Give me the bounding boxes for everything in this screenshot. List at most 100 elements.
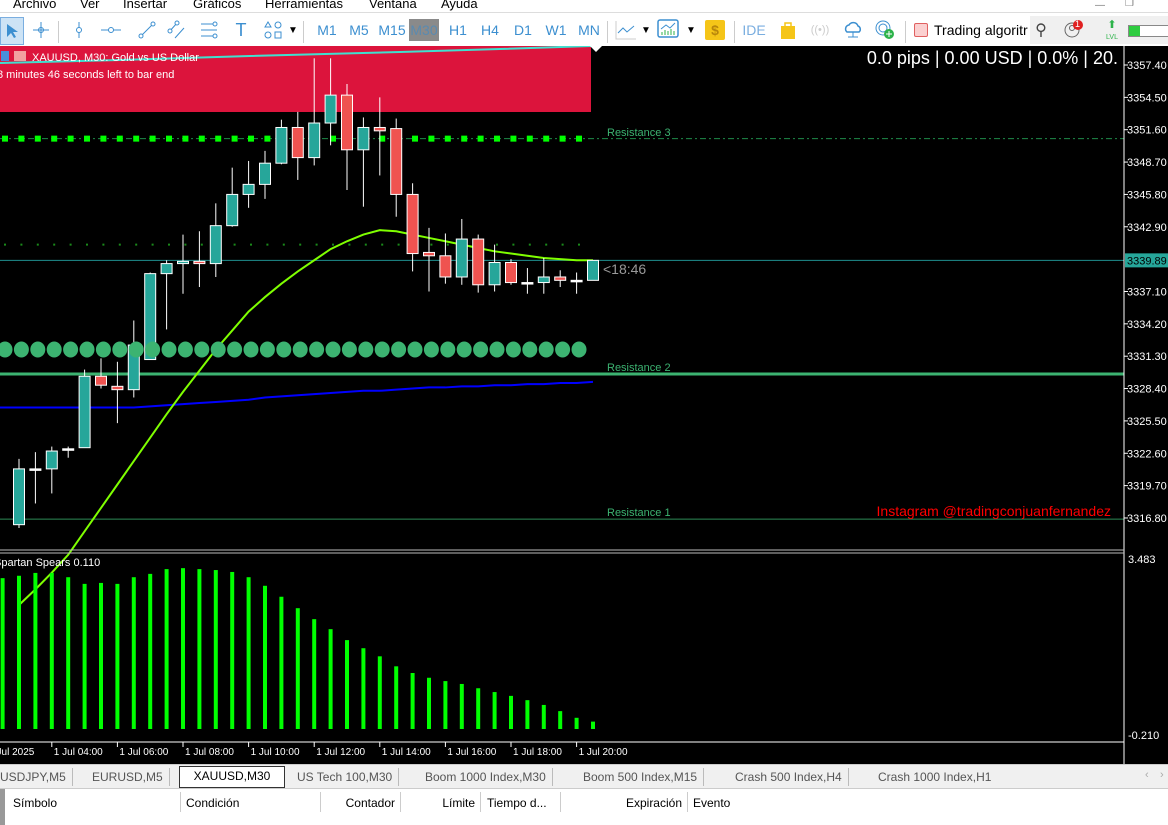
candle (357, 117, 370, 207)
line-chart-icon[interactable] (614, 17, 638, 43)
watermark-instagram: Instagram @tradingconjuanfernandez (877, 503, 1111, 519)
timeframe-m15[interactable]: M15 (378, 22, 406, 38)
histogram-bar (574, 717, 579, 729)
candle (78, 369, 91, 449)
fibonacci-icon[interactable] (198, 17, 220, 43)
candle-body (259, 162, 271, 185)
histogram-bar (213, 570, 218, 729)
search-input[interactable]: Trading algoritr (934, 22, 1028, 38)
support-circle-marker (177, 341, 193, 358)
supply-zone (0, 46, 591, 112)
stop-icon[interactable] (912, 17, 930, 43)
dollar-icon[interactable]: $ (705, 20, 725, 40)
indicators-icon[interactable] (656, 17, 680, 43)
shapes-dropdown-icon[interactable]: ▼ (288, 24, 298, 36)
timeframe-mn[interactable]: MN (578, 22, 600, 38)
timeframe-d1[interactable]: D1 (514, 22, 532, 38)
signals-icon[interactable]: ((•)) (810, 24, 830, 36)
tabs-scroll-left-icon[interactable]: ‹ (1145, 769, 1149, 781)
dotted-level-marker (381, 243, 384, 246)
column-header-event[interactable]: Evento (693, 796, 731, 810)
timeframe-w1[interactable]: W1 (545, 22, 567, 38)
restore-icon[interactable]: ❐ (1125, 0, 1134, 9)
timeframe-m5[interactable]: M5 (349, 22, 369, 38)
indicators-dropdown-icon[interactable]: ▼ (686, 24, 696, 36)
market-bag-icon[interactable] (777, 17, 799, 43)
menu-ver[interactable]: Ver (80, 0, 100, 11)
ide-button[interactable]: IDE (742, 22, 766, 38)
level-up-icon[interactable]: ⬆ (1107, 19, 1117, 31)
menu-ventana[interactable]: Ventana (369, 0, 417, 11)
crosshair-icon[interactable] (30, 17, 52, 43)
support-circle-marker (309, 341, 325, 358)
support-circle-marker (194, 341, 210, 358)
candle-body (324, 94, 337, 124)
histogram-bar (295, 608, 300, 729)
time-label: 1 Jul 08:00 (185, 747, 234, 758)
candle (406, 183, 419, 272)
tab-crash-1000-h1[interactable]: Crash 1000 Index,H1 (878, 770, 992, 784)
menu-herramientas[interactable]: Herramientas (265, 0, 344, 11)
tab-boom-1000-m30[interactable]: Boom 1000 Index,M30 (419, 768, 553, 786)
cloud-icon[interactable] (841, 17, 865, 43)
column-header-condition[interactable]: Condición (186, 796, 240, 810)
column-header-counter[interactable]: Contador (345, 796, 395, 810)
histogram-bar (328, 629, 333, 729)
histogram-bar (394, 666, 399, 729)
histogram-bar (115, 583, 120, 729)
chart-type-dropdown-icon[interactable]: ▼ (641, 24, 651, 36)
menu-archivo[interactable]: Archivo (13, 0, 57, 11)
tabs-scroll-right-icon[interactable]: › (1160, 769, 1164, 781)
histogram-bar (82, 583, 87, 729)
search-icon[interactable]: ⚲ (1035, 22, 1047, 39)
tab-us-tech-100-m30[interactable]: US Tech 100,M30 (291, 768, 400, 786)
menu-ayuda[interactable]: Ayuda (441, 0, 478, 11)
column-header-limit[interactable]: Límite (442, 796, 475, 810)
tab-eurusd-m5[interactable]: EURUSD,M5 (86, 768, 170, 786)
minimize-icon[interactable]: — (1095, 0, 1105, 11)
trendline-icon[interactable] (136, 17, 158, 43)
tab-boom-500-m15[interactable]: Boom 500 Index,M15 (577, 768, 705, 786)
dotted-level-marker (397, 243, 400, 246)
candle-body (587, 259, 599, 281)
cursor-icon[interactable] (0, 17, 24, 45)
timeframe-h4[interactable]: H4 (481, 22, 499, 38)
channel-icon[interactable] (166, 17, 188, 43)
dotted-level-marker (4, 243, 6, 246)
tab-xauusd-m30[interactable]: XAUUSD,M30 (179, 766, 285, 788)
shapes-icon[interactable] (262, 17, 284, 43)
tab-usdjpy-m5[interactable]: USDJPY,M5 (0, 768, 73, 786)
column-header-expiration[interactable]: Expiración (625, 796, 682, 810)
chart-window[interactable]: 3357.40 3354.50 3351.60 3348.70 3345.80 3342.… (0, 45, 1168, 764)
time-label: 1 Jul 20:00 (579, 747, 628, 758)
resistance-3-marker (461, 135, 468, 142)
price-label: 3322.60 (1127, 448, 1167, 460)
column-header-symbol[interactable]: Símbolo (13, 796, 58, 810)
price-chart[interactable]: 3357.40 3354.50 3351.60 3348.70 3345.80 3342.… (0, 45, 1168, 764)
support-circle-marker (522, 341, 538, 358)
user-icon[interactable] (1063, 17, 1085, 43)
candle (505, 259, 517, 285)
dotted-level-marker (69, 243, 72, 246)
dotted-level-marker (332, 243, 334, 246)
vertical-line-icon[interactable] (68, 17, 90, 43)
menu-graficos[interactable]: Gráficos (193, 0, 242, 11)
horizontal-line-icon[interactable] (100, 17, 122, 43)
timeframe-h1[interactable]: H1 (449, 22, 467, 38)
dotted-level-marker (348, 243, 351, 246)
histogram-bar (181, 568, 185, 729)
price-label: 3337.10 (1127, 286, 1167, 298)
candle (193, 231, 206, 288)
column-header-time[interactable]: Tiempo d... (487, 796, 547, 810)
support-circle-marker (259, 341, 275, 358)
resistance-2-label: Resistance 2 (607, 362, 671, 374)
timeframe-m1[interactable]: M1 (317, 22, 337, 38)
resistance-3-marker (510, 135, 517, 142)
tab-crash-500-h4[interactable]: Crash 500 Index,H4 (729, 768, 849, 786)
text-tool-icon[interactable]: T (235, 19, 247, 40)
timeframe-m30[interactable]: M30 (409, 19, 439, 41)
menu-insertar[interactable]: Insertar (123, 0, 168, 11)
vps-add-icon[interactable] (873, 17, 897, 43)
candle (439, 233, 452, 284)
resistance-3-marker (34, 135, 41, 142)
